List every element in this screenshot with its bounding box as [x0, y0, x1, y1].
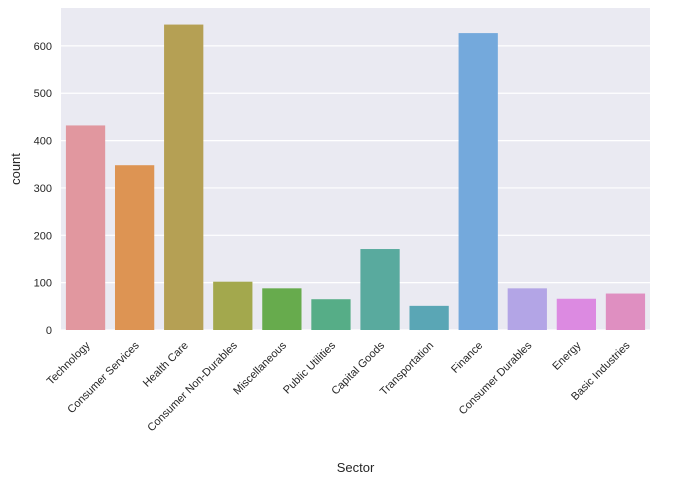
y-tick-label: 100 [34, 278, 52, 290]
bar [262, 288, 302, 330]
x-tick-label: Energy [550, 339, 583, 372]
x-tick-label: Health Care [141, 340, 191, 390]
plot-area [61, 8, 650, 330]
bar [114, 165, 155, 330]
bar [507, 288, 547, 330]
y-tick-label: 200 [34, 230, 52, 242]
x-tick-label: Finance [449, 340, 485, 376]
y-tick-label: 500 [34, 88, 52, 100]
bar [409, 305, 449, 330]
x-tick-label: Technology [45, 339, 93, 387]
y-tick-label: 400 [34, 136, 52, 148]
y-tick-labels: 0 100 200 300 400 500 600 [34, 41, 52, 337]
bar [458, 33, 498, 331]
y-tick-label: 0 [46, 325, 52, 337]
bar [605, 293, 646, 330]
bars [65, 24, 646, 331]
bar [311, 299, 351, 330]
grid-lines [61, 45, 650, 331]
bar [556, 298, 597, 330]
bar [213, 281, 253, 330]
x-tick-label: Consumer Non-Durables [145, 339, 240, 434]
x-axis-label: Sector [337, 460, 375, 475]
bar [164, 24, 204, 331]
y-tick-label: 300 [34, 183, 52, 195]
bar [360, 249, 400, 330]
bar [65, 125, 106, 330]
y-tick-label: 600 [34, 41, 52, 53]
y-axis-label: count [8, 153, 23, 185]
